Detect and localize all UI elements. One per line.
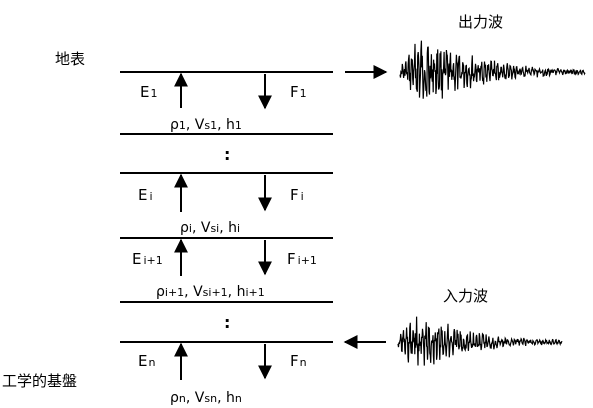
layer-i1-props: ρi+1, Vsi+1, hi+1 xyxy=(156,284,265,300)
E1-label: E1 xyxy=(140,83,157,101)
layer-n-props: ρn, Vsn, hn xyxy=(170,390,242,406)
output-waveform xyxy=(399,40,586,99)
layer1-props: ρ1, Vs1, h1 xyxy=(170,117,242,133)
input-waveform xyxy=(397,316,563,366)
ellipsis-lower: : xyxy=(224,313,230,332)
input-wave-label: 入力波 xyxy=(443,287,488,305)
bedrock-label: 工学的基盤 xyxy=(2,372,77,390)
F1-label: F1 xyxy=(290,83,307,101)
surface-label: 地表 xyxy=(55,50,85,68)
En-label: En xyxy=(138,352,155,370)
output-wave-label: 出力波 xyxy=(458,13,503,31)
layer-i-props: ρi, Vsi, hi xyxy=(180,220,240,236)
ellipsis-upper: : xyxy=(224,145,230,164)
Fn-label: Fn xyxy=(290,352,307,370)
